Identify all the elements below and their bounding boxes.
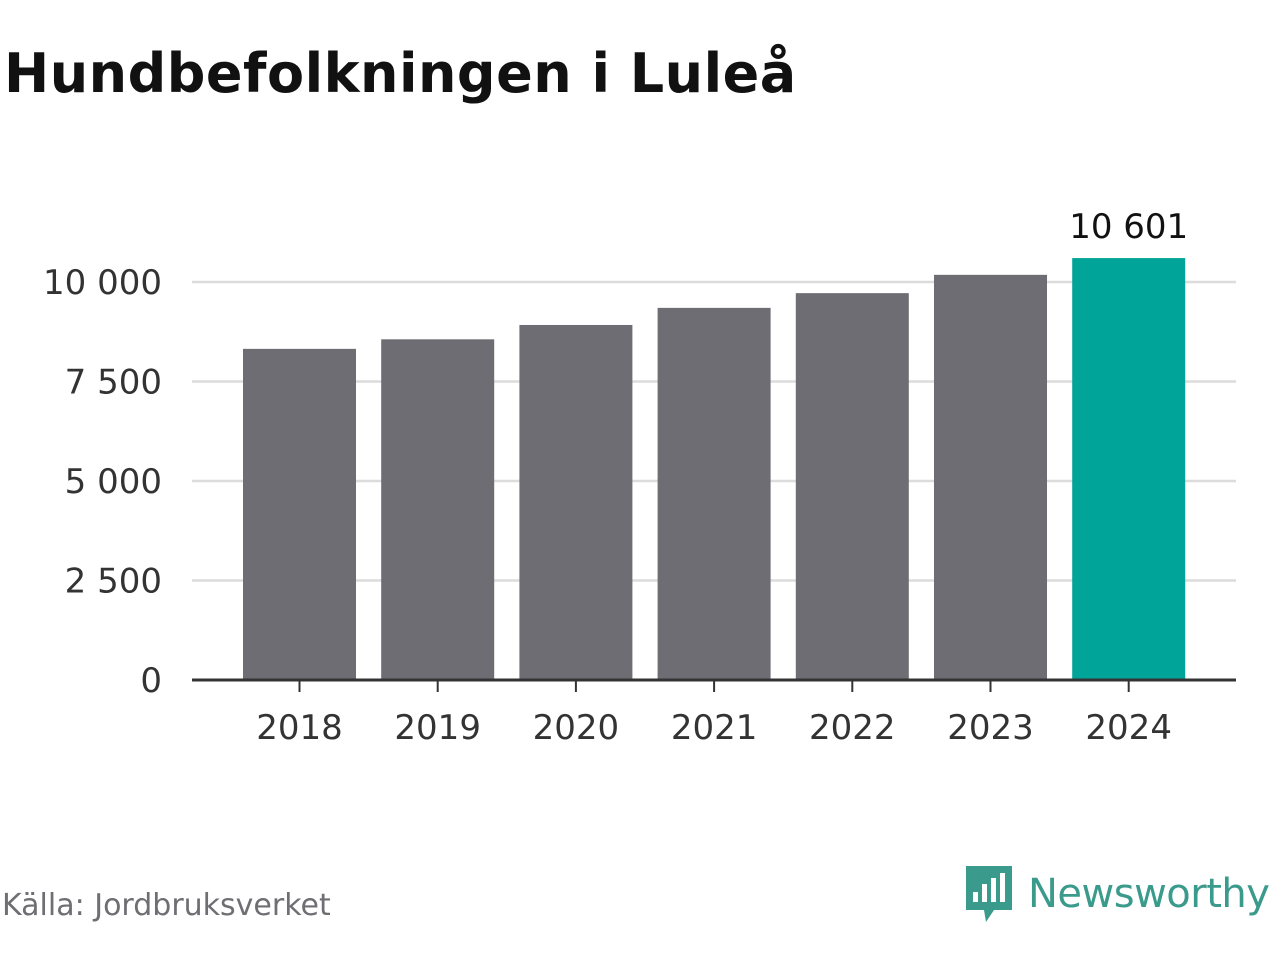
- bar-2021: [657, 307, 771, 680]
- x-tick-label: 2018: [256, 708, 343, 748]
- bar-2024: [1072, 258, 1186, 680]
- bar-2019: [381, 339, 495, 680]
- bar-2022: [795, 293, 909, 680]
- x-tick-label: 2020: [533, 708, 620, 748]
- x-tick-label: 2019: [394, 708, 481, 748]
- brand-name: Newsworthy: [1028, 871, 1270, 917]
- x-tick-label: 2022: [809, 708, 896, 748]
- newsworthy-logo-icon: [966, 866, 1012, 922]
- chart-title: Hundbefolkningen i Luleå: [4, 42, 797, 105]
- y-tick-label: 10 000: [43, 263, 162, 303]
- bars: [243, 258, 1186, 680]
- y-tick-label: 7 500: [65, 363, 162, 403]
- brand: Newsworthy: [964, 864, 1270, 924]
- bar-2023: [934, 274, 1047, 680]
- axes: [192, 678, 1236, 692]
- y-tick-label: 2 500: [65, 562, 162, 602]
- x-tick-label: 2024: [1085, 708, 1172, 748]
- source-note: Källa: Jordbruksverket: [2, 888, 331, 923]
- x-tick-label: 2023: [947, 708, 1034, 748]
- y-tick-label: 0: [140, 661, 162, 701]
- labels: 0 2 500 5 000 7 500 10 000 2018 2019 2020 2021 20…: [43, 207, 1188, 748]
- bar-2018: [243, 348, 356, 680]
- bar-chart: 0 2 500 5 000 7 500 10 000 2018 2019 2020 2021 20…: [43, 207, 1236, 748]
- x-tick-label: 2021: [671, 708, 758, 748]
- y-tick-label: 5 000: [65, 462, 162, 502]
- data-label: 10 601: [1069, 207, 1188, 247]
- bar-2020: [519, 324, 633, 680]
